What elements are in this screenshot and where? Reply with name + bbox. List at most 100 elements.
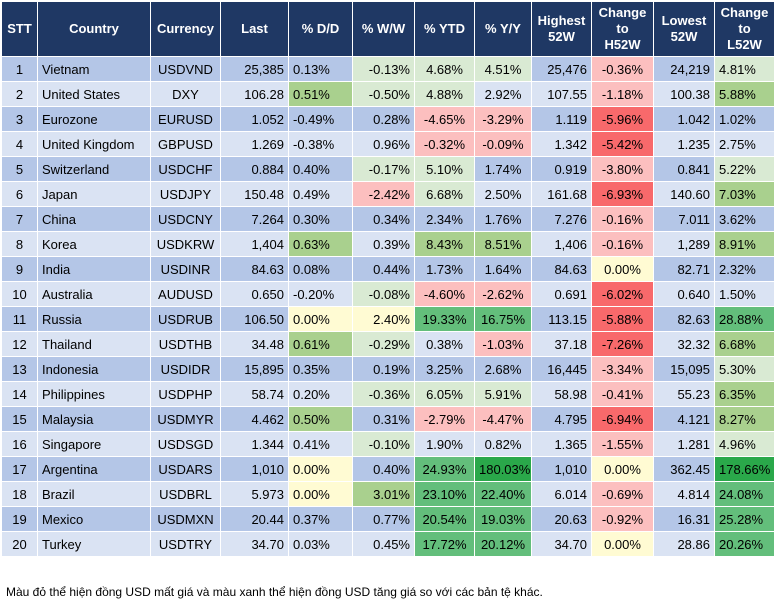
cell-lowest-52w: 32.32: [653, 331, 715, 357]
cell-country: Malaysia: [37, 406, 151, 432]
cell-lowest-52w: 4.121: [653, 406, 715, 432]
cell-last: 5.973: [220, 481, 289, 507]
cell-y-y: 2.50%: [474, 181, 532, 207]
header-change-to-h52w: Change to H52W: [591, 1, 654, 57]
header-last: Last: [220, 1, 289, 57]
cell-ytd: 2.34%: [414, 206, 475, 232]
header-ytd: % YTD: [414, 1, 475, 57]
cell-d-d: 0.13%: [288, 56, 353, 82]
cell-y-y: 0.82%: [474, 431, 532, 457]
table-row-mexico: 19 Mexico USDMXN 20.44 0.37% 0.77% 20.54% 19.03…: [1, 506, 775, 532]
cell-change-to-l52w: 178.66%: [714, 456, 775, 482]
cell-ytd: 1.90%: [414, 431, 475, 457]
header-lowest-52w: Lowest 52W: [653, 1, 715, 57]
cell-country: Mexico: [37, 506, 151, 532]
header-text: Lowest: [661, 13, 707, 28]
header-w-w: % W/W: [352, 1, 415, 57]
table-row-malaysia: 15 Malaysia USDMYR 4.462 0.50% 0.31% -2.79% -4.…: [1, 406, 775, 432]
cell-d-d: 0.00%: [288, 306, 353, 332]
cell-ytd: 6.68%: [414, 181, 475, 207]
cell-change-to-l52w: 6.68%: [714, 331, 775, 357]
cell-change-to-l52w: 7.03%: [714, 181, 775, 207]
cell-last: 25,385: [220, 56, 289, 82]
cell-last: 58.74: [220, 381, 289, 407]
cell-change-to-h52w: -0.92%: [591, 506, 654, 532]
cell-ytd: -2.79%: [414, 406, 475, 432]
cell-stt: 15: [1, 406, 38, 432]
cell-change-to-h52w: -1.18%: [591, 81, 654, 107]
header-d-d: % D/D: [288, 1, 353, 57]
cell-d-d: -0.38%: [288, 131, 353, 157]
cell-stt: 7: [1, 206, 38, 232]
cell-d-d: 0.49%: [288, 181, 353, 207]
cell-w-w: 0.96%: [352, 131, 415, 157]
cell-lowest-52w: 55.23: [653, 381, 715, 407]
header-highest-52w: Highest 52W: [531, 1, 592, 57]
cell-change-to-h52w: -3.80%: [591, 156, 654, 182]
fx-table-container: STT Country Currency Last % D/D % W/W % YTD % Y…: [1, 1, 775, 557]
cell-w-w: -0.13%: [352, 56, 415, 82]
cell-change-to-h52w: -0.16%: [591, 231, 654, 257]
cell-currency: EURUSD: [150, 106, 221, 132]
cell-currency: USDMXN: [150, 506, 221, 532]
cell-country: Indonesia: [37, 356, 151, 382]
cell-highest-52w: 161.68: [531, 181, 592, 207]
cell-y-y: 1.76%: [474, 206, 532, 232]
header-text: Currency: [156, 21, 215, 36]
cell-lowest-52w: 1.235: [653, 131, 715, 157]
table-row-singapore: 16 Singapore USDSGD 1.344 0.41% -0.10% 1.90% 0.…: [1, 431, 775, 457]
cell-lowest-52w: 16.31: [653, 506, 715, 532]
cell-y-y: 2.92%: [474, 81, 532, 107]
table-row-argentina: 17 Argentina USDARS 1,010 0.00% 0.40% 24.93% 18…: [1, 456, 775, 482]
cell-w-w: 0.34%: [352, 206, 415, 232]
cell-change-to-h52w: -5.96%: [591, 106, 654, 132]
cell-stt: 5: [1, 156, 38, 182]
cell-y-y: 20.12%: [474, 531, 532, 557]
cell-last: 106.50: [220, 306, 289, 332]
cell-country: Singapore: [37, 431, 151, 457]
cell-w-w: 0.45%: [352, 531, 415, 557]
cell-stt: 20: [1, 531, 38, 557]
cell-change-to-h52w: -5.88%: [591, 306, 654, 332]
table-row-philippines: 14 Philippines USDPHP 58.74 0.20% -0.36% 6.05%…: [1, 381, 775, 407]
cell-y-y: -1.03%: [474, 331, 532, 357]
table-row-eurozone: 3 Eurozone EURUSD 1.052 -0.49% 0.28% -4.65% -3.…: [1, 106, 775, 132]
cell-change-to-l52w: 5.30%: [714, 356, 775, 382]
cell-stt: 4: [1, 131, 38, 157]
cell-change-to-h52w: -0.69%: [591, 481, 654, 507]
cell-change-to-l52w: 8.27%: [714, 406, 775, 432]
fx-table: STT Country Currency Last % D/D % W/W % YTD % Y…: [1, 1, 775, 557]
header-text: % Y/Y: [485, 21, 521, 36]
cell-ytd: 19.33%: [414, 306, 475, 332]
cell-stt: 17: [1, 456, 38, 482]
cell-ytd: 23.10%: [414, 481, 475, 507]
cell-ytd: -4.60%: [414, 281, 475, 307]
cell-country: Switzerland: [37, 156, 151, 182]
cell-country: Eurozone: [37, 106, 151, 132]
cell-highest-52w: 1,010: [531, 456, 592, 482]
table-row-indonesia: 13 Indonesia USDIDR 15,895 0.35% 0.19% 3.25% 2.…: [1, 356, 775, 382]
cell-highest-52w: 37.18: [531, 331, 592, 357]
cell-country: Japan: [37, 181, 151, 207]
cell-last: 15,895: [220, 356, 289, 382]
cell-change-to-h52w: -5.42%: [591, 131, 654, 157]
table-row-japan: 6 Japan USDJPY 150.48 0.49% -2.42% 6.68% 2.50% 1…: [1, 181, 775, 207]
cell-currency: USDINR: [150, 256, 221, 282]
cell-stt: 9: [1, 256, 38, 282]
cell-highest-52w: 16,445: [531, 356, 592, 382]
header-row: STT Country Currency Last % D/D % W/W % YTD % Y…: [1, 1, 775, 57]
cell-country: Turkey: [37, 531, 151, 557]
cell-highest-52w: 1,406: [531, 231, 592, 257]
header-text: % D/D: [301, 21, 340, 36]
cell-currency: USDKRW: [150, 231, 221, 257]
cell-change-to-l52w: 2.75%: [714, 131, 775, 157]
table-row-thailand: 12 Thailand USDTHB 34.48 0.61% -0.29% 0.38% -1.…: [1, 331, 775, 357]
cell-last: 84.63: [220, 256, 289, 282]
cell-country: Korea: [37, 231, 151, 257]
cell-currency: USDARS: [150, 456, 221, 482]
header-text: 52W: [548, 29, 575, 44]
cell-change-to-l52w: 1.02%: [714, 106, 775, 132]
cell-change-to-l52w: 5.22%: [714, 156, 775, 182]
cell-lowest-52w: 0.640: [653, 281, 715, 307]
cell-last: 150.48: [220, 181, 289, 207]
